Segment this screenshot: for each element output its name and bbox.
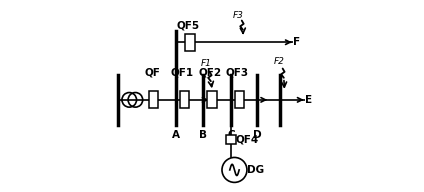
Text: QF1: QF1	[170, 68, 193, 78]
Text: F: F	[293, 37, 301, 47]
Bar	[207, 91, 217, 108]
Bar	[185, 34, 195, 51]
Text: D: D	[253, 130, 262, 140]
Text: DG: DG	[247, 165, 265, 175]
Text: B: B	[199, 130, 207, 140]
Text: QF4: QF4	[235, 134, 259, 144]
Text: F2: F2	[274, 57, 285, 66]
Bar	[226, 135, 237, 144]
Text: C: C	[227, 130, 235, 140]
Text: F3: F3	[233, 11, 244, 20]
Text: E: E	[305, 95, 312, 105]
Text: QF2: QF2	[198, 68, 221, 78]
Text: QF3: QF3	[226, 68, 248, 78]
Bar	[179, 91, 189, 108]
Bar	[235, 91, 244, 108]
Bar	[149, 91, 158, 108]
Text: QF: QF	[145, 68, 161, 78]
Text: QF5: QF5	[176, 21, 199, 31]
Text: A: A	[172, 130, 179, 140]
Circle shape	[222, 157, 247, 182]
Text: F1: F1	[201, 59, 212, 68]
